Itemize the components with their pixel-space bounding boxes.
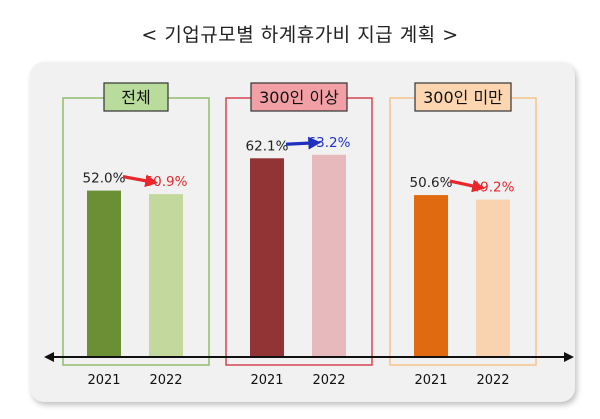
x-axis-arrow-left [44, 352, 54, 362]
data-label-0-0: 52.0% [83, 171, 126, 187]
group-label-box-2 [414, 82, 512, 112]
change-arrow-2 [449, 179, 486, 193]
bar-2-1 [476, 199, 510, 357]
group-frame-2 [389, 97, 537, 366]
x-tick-2-1: 2022 [476, 373, 509, 388]
group-label-1: 300인 이상 [259, 88, 339, 107]
group-label-2: 300인 미만 [423, 88, 503, 107]
x-tick-0-1: 2022 [149, 373, 182, 388]
x-axis-arrow-right [564, 352, 574, 362]
bar-0-1 [149, 194, 183, 357]
group-label-0: 전체 [121, 88, 150, 107]
change-arrow-1 [285, 136, 322, 150]
bar-1-0 [250, 158, 284, 357]
change-arrow-0 [122, 174, 159, 188]
x-tick-1-0: 2021 [250, 373, 283, 388]
bar-2-0 [414, 195, 448, 357]
group-frame-0 [62, 97, 210, 366]
bar-0-0 [87, 190, 121, 357]
x-tick-2-0: 2021 [414, 373, 447, 388]
chart-title: < 기업규모별 하계휴가비 지급 계획 > [141, 24, 459, 46]
bar-1-1 [312, 154, 346, 357]
x-tick-0-0: 2021 [87, 373, 120, 388]
group-label-box-1 [250, 82, 348, 112]
x-tick-1-1: 2022 [312, 373, 345, 388]
data-label-2-0: 50.6% [410, 175, 453, 191]
group-label-box-0 [103, 82, 169, 112]
data-label-1-0: 62.1% [246, 138, 289, 154]
